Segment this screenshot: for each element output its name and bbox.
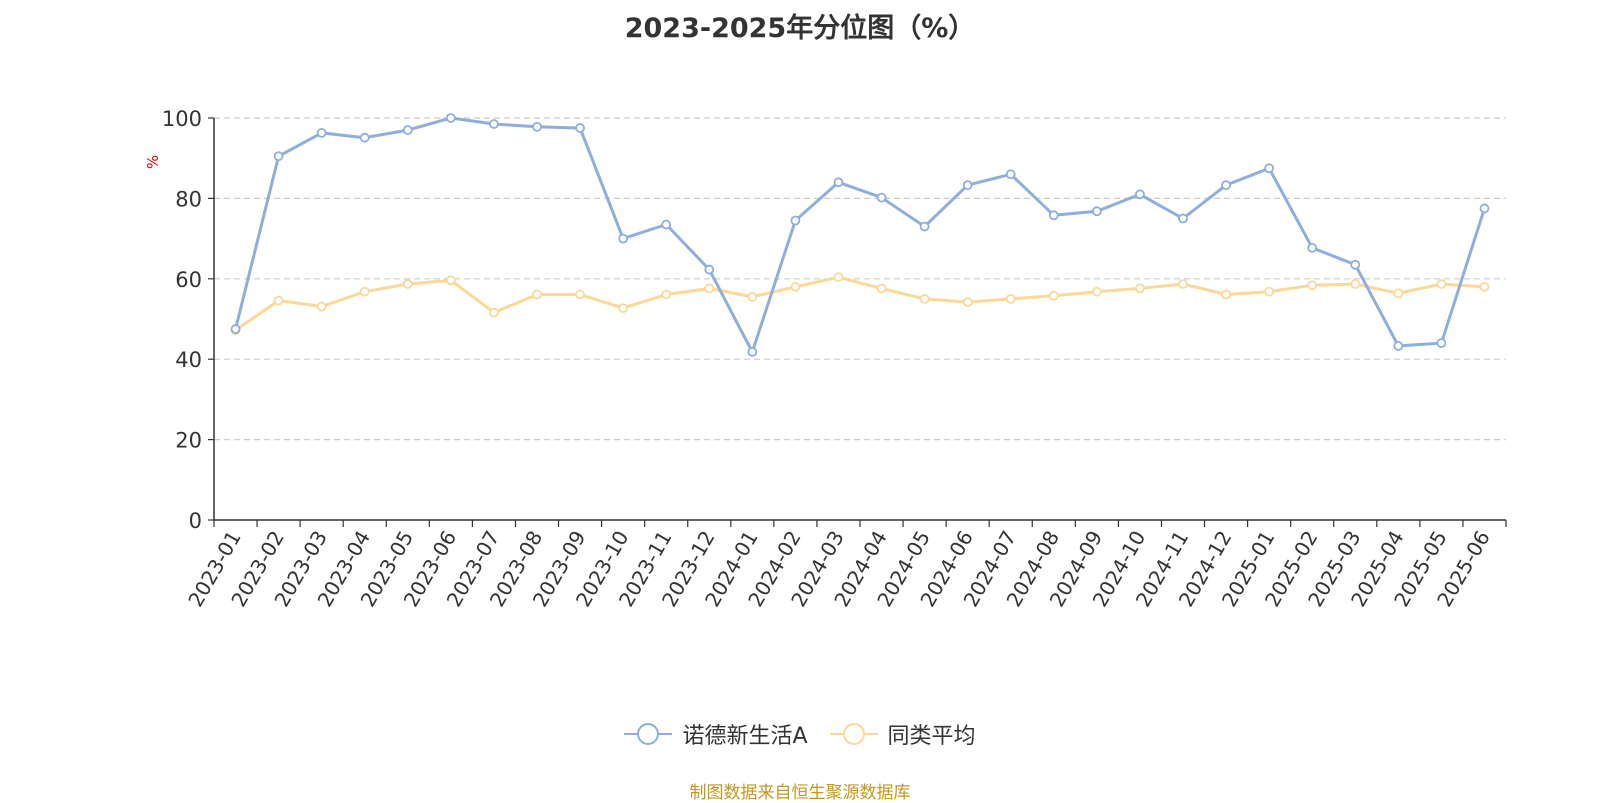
data-source-note: 制图数据来自恒生聚源数据库 [689,783,911,803]
data-point-series-1 [1264,163,1275,174]
data-point-series-1 [1135,189,1145,200]
chart-title: 2023-2025年分位图（%） [624,13,976,44]
data-point-series-1 [273,151,284,162]
y-tick-label: 80 [175,187,202,211]
legend-item-series-1[interactable]: 诺德新生活A [624,718,808,750]
data-point-series-1 [790,215,801,226]
data-point-series-1 [1178,213,1188,224]
y-axis-label: % [144,155,162,169]
y-tick-label: 100 [162,107,202,131]
data-point-series-1 [1005,169,1016,180]
data-point-series-2 [316,301,327,312]
y-tick-label: 40 [175,348,202,372]
y-tick-label: 20 [175,429,202,453]
series-line-2 [234,275,1485,332]
legend: 诺德新生活A 同类平均 [0,718,1600,750]
data-point-series-1 [316,127,327,138]
data-point-series-2 [833,272,844,283]
data-point-series-2 [1091,286,1102,297]
data-point-series-1 [1436,338,1447,349]
data-point-series-2 [1178,279,1188,289]
data-point-series-2 [532,289,542,300]
data-point-series-1 [618,233,629,244]
y-tick-label: 60 [175,268,202,292]
data-point-series-1 [747,347,758,357]
data-point-series-2 [575,289,585,300]
data-point-series-1 [445,113,456,123]
data-point-series-1 [1091,206,1102,217]
data-point-series-1 [919,221,930,232]
data-point-series-1 [704,264,715,275]
data-point-series-2 [790,281,801,292]
data-point-series-1 [489,119,499,129]
data-point-series-2 [273,295,284,306]
data-point-series-2 [1135,283,1145,294]
series-line-1 [234,116,1486,354]
data-point-series-2 [747,291,758,302]
data-point-series-1 [962,180,973,191]
data-point-series-2 [1393,288,1404,299]
data-point-series-1 [359,132,370,143]
data-point-series-2 [1479,281,1490,292]
data-point-series-2 [1048,290,1059,301]
data-point-series-1 [1350,259,1361,270]
series-lines [230,113,1490,357]
data-point-series-1 [230,324,241,334]
data-point-series-2 [661,289,672,300]
data-point-series-2 [618,303,629,314]
data-point-series-1 [876,192,887,203]
data-point-series-1 [1221,180,1231,191]
data-point-series-1 [661,219,672,230]
grid-lines [214,117,1506,441]
data-point-series-2 [1436,279,1447,289]
legend-label-series-2: 同类平均 [887,724,976,749]
data-point-series-2 [919,293,930,304]
legend-label-series-1: 诺德新生活A [682,724,808,749]
data-point-series-2 [1264,286,1275,297]
data-point-series-1 [1479,203,1490,214]
data-point-series-2 [704,283,715,294]
data-point-series-2 [876,283,887,294]
data-point-series-2 [402,279,413,289]
data-point-series-2 [489,307,499,318]
data-point-series-2 [1221,289,1231,300]
data-point-series-1 [1048,210,1059,221]
data-point-series-2 [962,297,973,308]
data-point-series-1 [575,123,585,133]
y-tick-label: 0 [189,509,202,533]
data-point-series-1 [402,125,413,135]
data-point-series-2 [445,275,456,286]
data-point-series-1 [1307,242,1318,253]
data-point-series-2 [1350,279,1361,289]
data-point-series-1 [532,121,542,132]
data-point-series-2 [1005,293,1016,304]
data-point-series-2 [1307,280,1318,291]
legend-marker-series-1 [624,723,673,745]
data-point-series-1 [1393,341,1404,351]
legend-marker-series-2 [829,723,878,745]
legend-item-series-2[interactable]: 同类平均 [829,718,976,750]
data-point-series-1 [833,177,844,188]
data-point-series-2 [359,286,370,297]
